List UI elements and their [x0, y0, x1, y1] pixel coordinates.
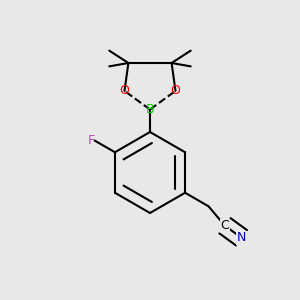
Text: F: F: [88, 134, 95, 147]
Text: N: N: [237, 231, 246, 244]
Text: B: B: [146, 103, 154, 116]
Text: O: O: [120, 84, 129, 98]
Text: O: O: [171, 84, 180, 98]
Text: C: C: [220, 219, 229, 232]
